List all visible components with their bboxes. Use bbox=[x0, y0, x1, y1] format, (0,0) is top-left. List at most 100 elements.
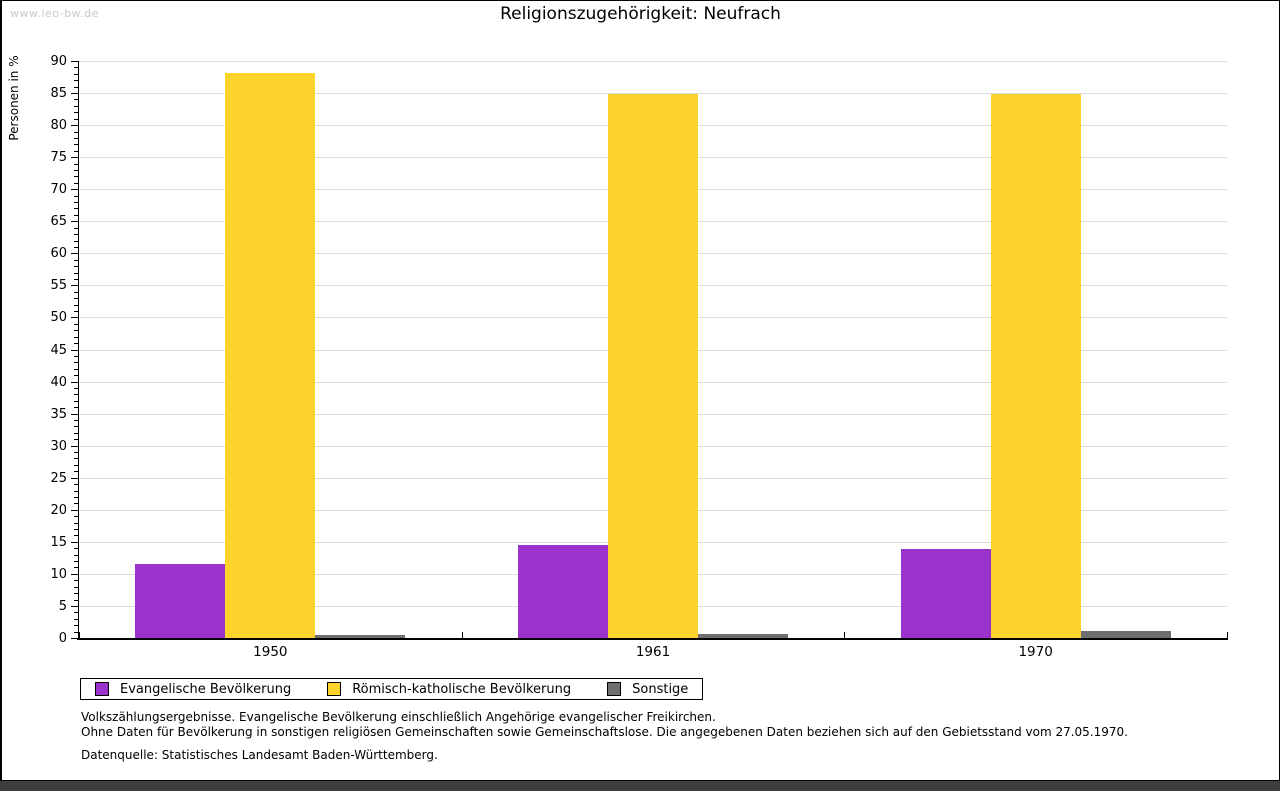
y-tick-minor bbox=[74, 529, 78, 530]
footnote-line-1: Volkszählungsergebnisse. Evangelische Be… bbox=[81, 710, 716, 724]
footnotes: Volkszählungsergebnisse. Evangelische Be… bbox=[81, 710, 1239, 763]
y-tick-minor bbox=[74, 368, 78, 370]
y-tick-label-75: 75 bbox=[50, 150, 67, 166]
y-tick-minor bbox=[74, 202, 78, 204]
y-tick-minor bbox=[74, 195, 78, 197]
y-tick-minor bbox=[74, 80, 78, 82]
bar-1961-sonstige bbox=[698, 633, 788, 638]
y-tick-minor bbox=[74, 516, 78, 518]
y-tick-minor bbox=[74, 73, 78, 75]
y-tick-minor bbox=[74, 150, 78, 152]
bar-1950-römisch-katholische bbox=[225, 72, 316, 638]
y-tick-minor bbox=[74, 343, 78, 345]
y-tick-minor bbox=[74, 522, 78, 524]
y-tick-label-55: 55 bbox=[50, 278, 67, 294]
chart-title: Religionszugehörigkeit: Neufrach bbox=[500, 4, 781, 24]
y-tick-minor bbox=[74, 298, 78, 300]
x-tick-2 bbox=[844, 632, 846, 638]
plot-area: 0 5 10 15 20 25 30 35 40 45 50 55 60 65 70 75 80 85 90 1950… bbox=[50, 55, 1228, 660]
y-tick-major bbox=[71, 157, 78, 159]
y-tick-minor bbox=[74, 182, 78, 184]
y-tick-minor bbox=[74, 586, 78, 588]
y-tick-label-25: 25 bbox=[50, 470, 67, 486]
y-tick-minor bbox=[74, 163, 78, 165]
y-tick-minor bbox=[74, 593, 78, 595]
bar-1970-evangelische bbox=[900, 548, 991, 638]
y-tick-minor bbox=[74, 208, 78, 210]
y-tick-minor bbox=[74, 323, 78, 325]
y-tick-minor bbox=[74, 304, 78, 306]
bar-1950-evangelische bbox=[135, 564, 226, 638]
y-axis-title: Personen in % bbox=[7, 55, 21, 141]
y-tick-label-85: 85 bbox=[50, 86, 67, 102]
y-tick-major bbox=[71, 125, 78, 127]
y-tick-minor bbox=[74, 407, 78, 409]
y-tick-minor bbox=[74, 618, 78, 620]
y-tick-minor bbox=[74, 548, 78, 550]
bar-1961-evangelische bbox=[518, 545, 608, 638]
y-tick-minor bbox=[74, 137, 78, 139]
y-tick-label-80: 80 bbox=[50, 118, 67, 134]
legend-swatch-sonstige bbox=[607, 682, 622, 696]
y-tick-minor bbox=[74, 490, 78, 492]
y-tick-label-70: 70 bbox=[50, 182, 67, 198]
gridline-85 bbox=[79, 93, 1227, 95]
y-tick-minor bbox=[74, 464, 78, 466]
legend: Evangelische Bevölkerung Römisch-katholis… bbox=[80, 678, 704, 700]
y-tick-major bbox=[71, 221, 78, 223]
y-tick-minor bbox=[74, 355, 78, 357]
footnote-source: Datenquelle: Statistisches Landesamt Bad… bbox=[81, 748, 438, 762]
y-tick-major bbox=[71, 317, 78, 319]
y-tick-label-20: 20 bbox=[50, 502, 67, 518]
y-tick-minor bbox=[74, 118, 78, 120]
y-tick-minor bbox=[74, 387, 78, 389]
y-tick-minor bbox=[74, 452, 78, 454]
y-tick-major bbox=[71, 638, 78, 639]
y-tick-major bbox=[71, 541, 78, 543]
y-tick-minor bbox=[74, 580, 78, 582]
y-tick-minor bbox=[74, 131, 78, 133]
y-tick-minor bbox=[74, 496, 78, 498]
y-tick-minor bbox=[74, 432, 78, 434]
window-bottom-bar bbox=[0, 781, 1280, 791]
bar-1970-sonstige bbox=[1080, 630, 1171, 638]
y-tick-minor bbox=[74, 625, 78, 627]
x-tick-3 bbox=[1227, 632, 1228, 638]
y-tick-minor bbox=[74, 272, 78, 274]
x-category-label-1970: 1970 bbox=[1018, 644, 1053, 660]
footnote-line-2: Ohne Daten für Bevölkerung in sonstigen … bbox=[81, 724, 1128, 739]
y-tick-minor bbox=[74, 169, 78, 171]
y-tick-minor bbox=[74, 99, 78, 101]
y-tick-minor bbox=[74, 278, 78, 280]
y-tick-minor bbox=[74, 471, 78, 473]
y-tick-minor bbox=[74, 86, 78, 88]
y-tick-minor bbox=[74, 105, 78, 107]
y-axis-line bbox=[78, 61, 79, 639]
x-tick-1 bbox=[461, 632, 463, 638]
y-tick-label-50: 50 bbox=[50, 310, 67, 326]
y-tick-minor bbox=[74, 311, 78, 313]
y-tick-major bbox=[71, 413, 78, 415]
y-tick-minor bbox=[74, 240, 78, 242]
y-tick-minor bbox=[74, 561, 78, 563]
y-tick-label-35: 35 bbox=[50, 406, 67, 422]
y-tick-minor bbox=[74, 246, 78, 248]
y-tick-minor bbox=[74, 484, 78, 486]
x-category-label-1950: 1950 bbox=[253, 644, 288, 660]
y-tick-minor bbox=[74, 259, 78, 261]
legend-label-sonstige: Sonstige bbox=[632, 681, 689, 697]
y-tick-minor bbox=[74, 503, 78, 505]
y-tick-minor bbox=[74, 375, 78, 377]
gridline-90 bbox=[79, 61, 1227, 62]
legend-label-römisch-katholische: Römisch-katholische Bevölkerung bbox=[352, 681, 572, 697]
y-tick-minor bbox=[74, 420, 78, 422]
y-tick-minor bbox=[74, 599, 78, 601]
y-tick-minor bbox=[74, 330, 78, 332]
y-tick-major bbox=[71, 189, 78, 191]
y-tick-major bbox=[71, 253, 78, 255]
y-tick-major bbox=[71, 509, 78, 511]
bar-1970-römisch-katholische bbox=[990, 93, 1081, 638]
y-tick-minor bbox=[74, 227, 78, 229]
y-tick-minor bbox=[74, 336, 78, 338]
y-tick-label-5: 5 bbox=[58, 598, 67, 614]
